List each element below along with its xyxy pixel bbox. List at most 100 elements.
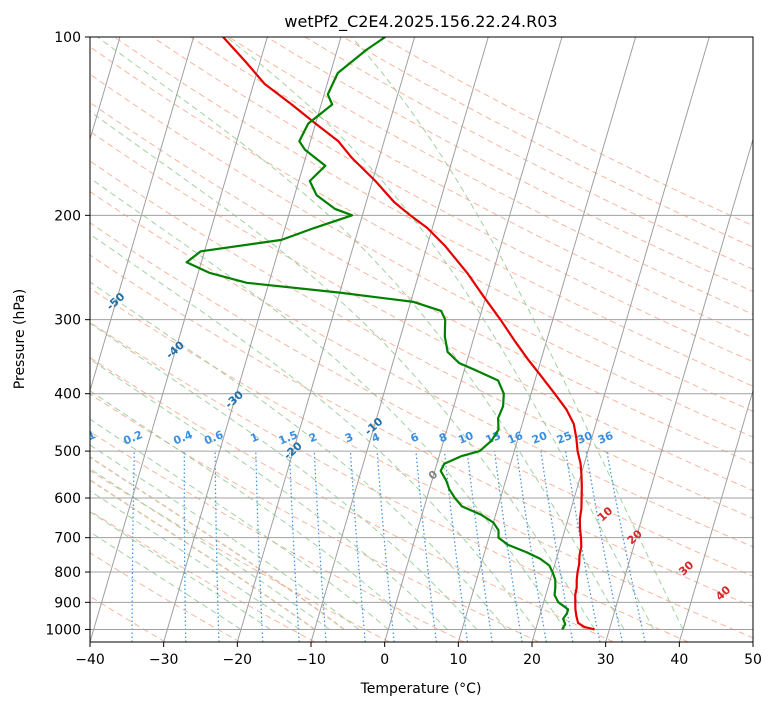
isotherm-label: -60 xyxy=(44,241,68,264)
moist-adiabat-line xyxy=(90,418,389,630)
isotherm-label: -70 xyxy=(0,194,8,217)
mixing-ratio-line xyxy=(415,451,437,642)
mixing-ratio-label: 16 xyxy=(506,429,525,447)
dry-adiabat-line xyxy=(113,37,753,387)
mixing-ratio-label: 25 xyxy=(555,429,574,447)
moist-adiabat-line xyxy=(90,511,271,630)
moist-adiabat-line xyxy=(90,110,596,630)
mixing-ratio-line xyxy=(585,451,623,642)
temperature-profile-line xyxy=(222,37,595,631)
moist-adiabat-line xyxy=(90,281,507,630)
y-tick-label: 700 xyxy=(54,531,81,547)
dry-adiabat-line xyxy=(381,37,753,227)
y-tick-label: 100 xyxy=(54,30,81,46)
y-tick-label: 300 xyxy=(54,313,81,329)
mixing-ratio-label: 36 xyxy=(596,429,615,447)
moist-adiabat-line xyxy=(90,468,330,630)
isotherm-label: -30 xyxy=(223,388,247,411)
dry-adiabat-line xyxy=(90,469,390,642)
mixing-ratio-line xyxy=(466,451,493,642)
dry-adiabat-line xyxy=(90,73,753,438)
dry-adiabat-line xyxy=(90,287,753,639)
theta-e-label: 40 xyxy=(713,583,733,603)
dry-adiabat-line xyxy=(228,37,753,315)
mixing-ratio-label: 0.2 xyxy=(122,428,145,447)
mixing-ratio-label: 0.6 xyxy=(202,428,225,447)
moist-adiabat-line xyxy=(351,37,684,630)
x-tick-label: 0 xyxy=(380,652,389,668)
guide-curve-line xyxy=(90,456,345,631)
mixing-ratio-line xyxy=(313,451,327,642)
x-axis-title: Temperature (°C) xyxy=(360,681,482,697)
moist-adiabat-line xyxy=(90,390,419,630)
isotherm-line xyxy=(384,37,563,642)
x-tick-label: −30 xyxy=(149,652,179,668)
isotherm-label: -50 xyxy=(104,290,128,313)
x-tick-label: −20 xyxy=(223,652,253,668)
isotherm-line xyxy=(90,37,268,642)
isotherm-line xyxy=(90,37,195,393)
plot-frame xyxy=(89,36,754,643)
chart-title: wetPf2_C2E4.2025.156.22.24.R03 xyxy=(284,12,557,32)
moist-adiabat-line xyxy=(226,37,654,630)
y-tick-label: 1000 xyxy=(45,622,81,638)
mixing-ratio-line xyxy=(443,451,469,642)
mixing-ratio-line xyxy=(349,451,366,642)
dry-adiabat-line xyxy=(190,37,753,339)
line-labels: 0.10.20.40.611.52346810131620253036-100-… xyxy=(0,194,733,603)
mixing-ratio-line xyxy=(376,451,395,642)
mixing-ratio-label: 3 xyxy=(343,430,355,445)
y-tick-label: 600 xyxy=(54,491,81,507)
guide-curve-line xyxy=(90,479,316,631)
mixing-ratio-label: 6 xyxy=(409,430,421,445)
mixing-ratio-label: 2 xyxy=(307,430,319,445)
y-tick-label: 900 xyxy=(54,595,81,611)
dry-adiabat-line xyxy=(90,595,166,642)
moist-adiabat-line xyxy=(90,444,360,630)
isotherm-line xyxy=(310,37,489,642)
isotherm-line xyxy=(531,37,710,642)
isotherm-label: -10 xyxy=(362,415,386,438)
isotherm-line xyxy=(678,388,753,642)
y-tick-label: 200 xyxy=(54,208,81,224)
mixing-ratio-label: 20 xyxy=(530,429,549,447)
y-tick-label: 400 xyxy=(54,387,81,403)
mixing-ratio-label: 8 xyxy=(437,430,449,445)
mixing-ratio-line xyxy=(565,451,601,642)
sounding-series xyxy=(185,37,595,631)
y-tick-label: 800 xyxy=(54,565,81,581)
moist-adiabat-line xyxy=(90,233,537,630)
x-tick-label: 20 xyxy=(523,652,541,668)
mixing-ratio-label: 1 xyxy=(248,430,260,445)
moist-adiabat-line xyxy=(90,490,301,630)
x-tick-label: 40 xyxy=(670,652,688,668)
mixing-ratio-label: 0.4 xyxy=(172,428,195,447)
isotherm-line xyxy=(752,640,753,642)
dry-adiabat-line xyxy=(90,430,465,642)
isotherm-line xyxy=(457,37,637,642)
dry-adiabat-line xyxy=(90,321,689,642)
dry-adiabat-line xyxy=(266,37,753,293)
dry-adiabat-line xyxy=(90,510,315,642)
dry-adiabat-line xyxy=(90,552,241,642)
mixing-ratio-line xyxy=(82,451,88,642)
x-tick-label: 10 xyxy=(449,652,467,668)
y-tick-label: 500 xyxy=(54,444,81,460)
mixing-ratio-label: 30 xyxy=(575,429,594,447)
dry-adiabat-line xyxy=(90,393,540,642)
isotherm-line xyxy=(236,37,416,642)
mixing-ratio-line xyxy=(255,451,264,642)
mixing-ratio-line xyxy=(131,451,135,642)
x-tick-label: 50 xyxy=(744,652,762,668)
y-axis-title: Pressure (hPa) xyxy=(12,289,28,389)
dry-adiabat-line xyxy=(90,254,753,608)
dry-adiabat-line xyxy=(90,46,753,412)
background-lines xyxy=(82,37,753,642)
x-axis-ticks: −40 −30 −20 −10 0 10 20 30 40 50 xyxy=(75,642,762,668)
isotherm-label: 0 xyxy=(426,468,441,483)
mixing-ratio-label: 0.1 xyxy=(75,428,98,447)
mixing-ratio-line xyxy=(183,451,187,642)
dewpoint-profile-line xyxy=(185,37,570,630)
isotherm-label: -40 xyxy=(163,338,187,361)
